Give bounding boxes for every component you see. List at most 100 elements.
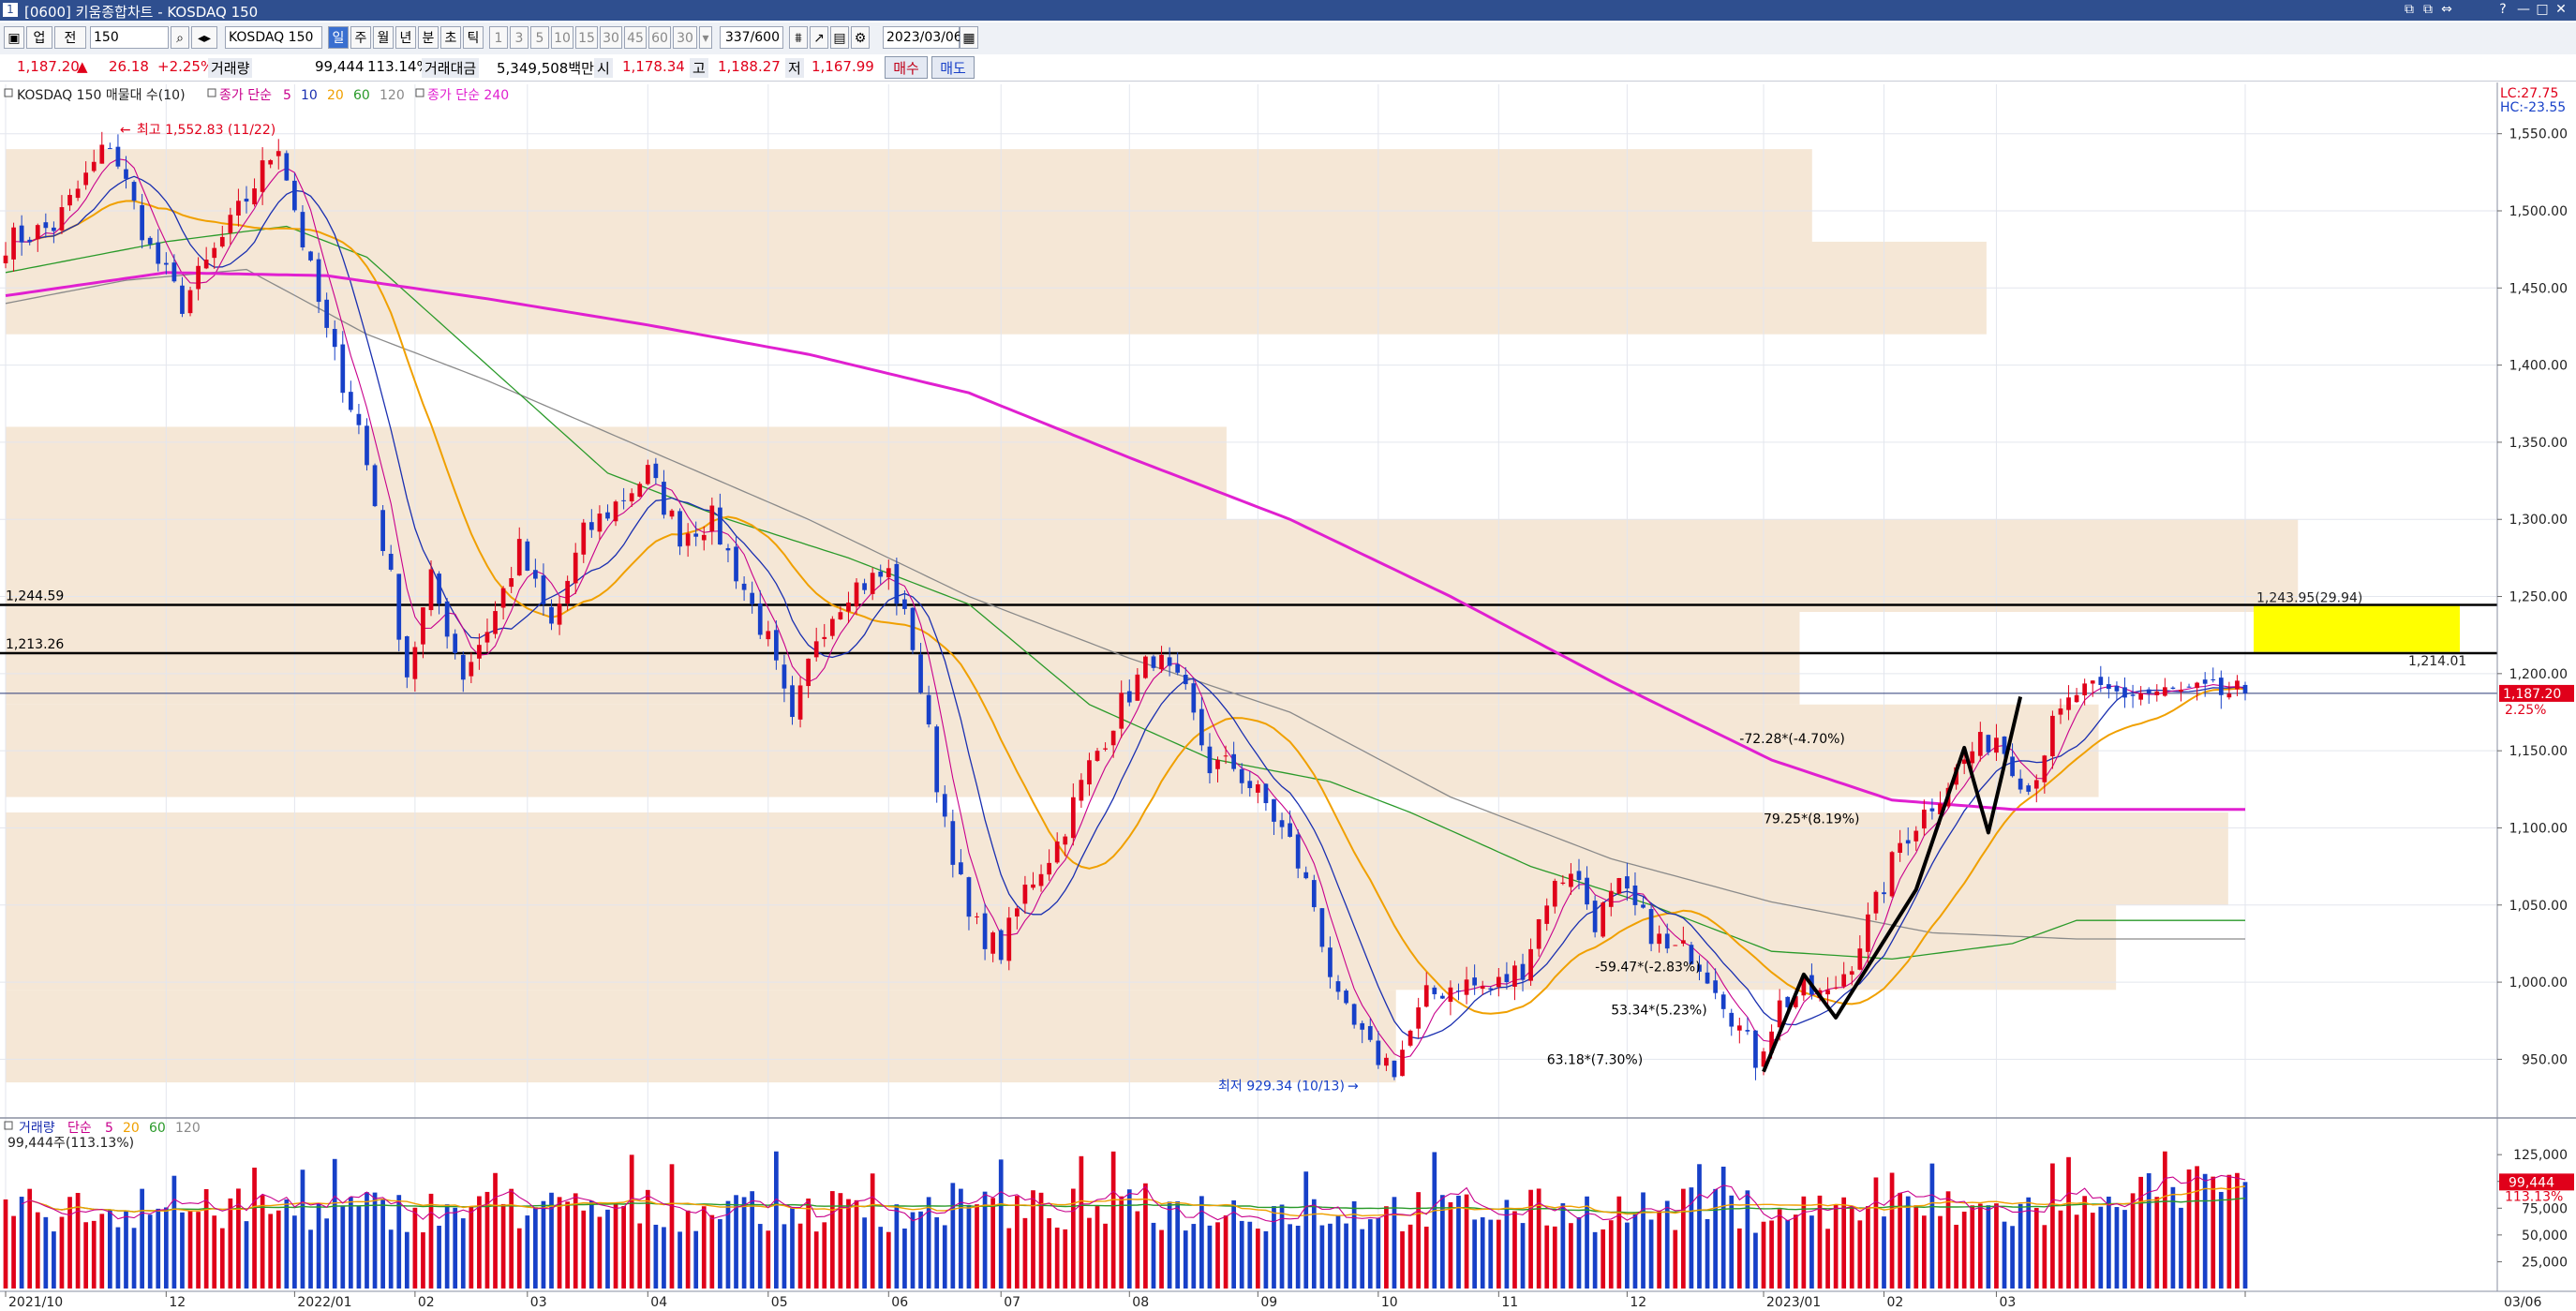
volume-bar — [1713, 1188, 1718, 1289]
candle-body — [975, 916, 979, 917]
interval-1[interactable]: 1 — [489, 26, 508, 49]
candle-body — [533, 570, 538, 579]
buy-button[interactable]: 매수 — [885, 56, 928, 79]
volume-bar — [2170, 1186, 2176, 1289]
interval-custom[interactable]: 30 — [673, 26, 697, 49]
candle-body — [886, 568, 891, 578]
candle-body — [1801, 976, 1807, 996]
volume-bar — [477, 1196, 482, 1289]
volume-pane: 25,00050,00075,000100,000125,00099,44411… — [3, 1148, 2574, 1289]
candle-body — [629, 493, 634, 502]
volume-bar — [2066, 1156, 2071, 1289]
price-tick-label: 1,350.00 — [2509, 436, 2568, 451]
legend-symbol: KOSDAQ 150 매물대 수(10) — [17, 88, 186, 103]
candle-body — [1006, 917, 1012, 961]
candle-body — [1175, 663, 1181, 673]
volume-bar — [2098, 1206, 2104, 1289]
candle-body — [421, 607, 425, 645]
interval-5[interactable]: 5 — [530, 26, 549, 49]
interval-30[interactable]: 30 — [600, 26, 622, 49]
volume-bar — [1504, 1199, 1510, 1289]
volume-bar — [108, 1210, 112, 1289]
sell-button[interactable]: 매도 — [931, 56, 975, 79]
price-tick-label: 1,100.00 — [2509, 821, 2568, 836]
candle-body — [1054, 842, 1060, 863]
chart-type-icon[interactable]: ⩩ — [789, 26, 808, 49]
volume-bar — [1496, 1219, 1501, 1289]
interval-3[interactable]: 3 — [510, 26, 529, 49]
chart-area[interactable]: 1,243.95(29.94)1,214.011,244.591,213.26 … — [0, 82, 2576, 1311]
volume-bar — [597, 1216, 603, 1289]
interval-60[interactable]: 60 — [648, 26, 671, 49]
interval-10[interactable]: 10 — [551, 26, 573, 49]
price-tick-label: 1,250.00 — [2509, 590, 2568, 605]
volume-bar — [709, 1214, 715, 1289]
calendar-icon[interactable]: ▦ — [960, 26, 978, 49]
copy-icon[interactable]: ⧉ — [2423, 2, 2433, 17]
market-type-select[interactable]: 업 — [26, 26, 52, 49]
candle-body — [1977, 732, 1983, 756]
candle-body — [790, 685, 795, 718]
volume-bar — [1585, 1196, 1589, 1289]
swap-icon[interactable]: ⇔ — [2441, 2, 2452, 17]
volume-bar — [2026, 1197, 2032, 1289]
interval-45[interactable]: 45 — [624, 26, 647, 49]
volume-bar — [2195, 1166, 2199, 1289]
volume-bar — [236, 1188, 241, 1289]
period-day-tab[interactable]: 일 — [328, 26, 349, 49]
candle-body — [1488, 988, 1494, 991]
candle-body — [27, 239, 33, 243]
volume-legend-period: 5 — [105, 1121, 113, 1136]
candle-body — [1295, 834, 1301, 869]
pane-borders — [0, 82, 2576, 1292]
candle-body — [2058, 708, 2063, 715]
volume-bar — [421, 1232, 425, 1289]
period-year-tab[interactable]: 년 — [395, 26, 416, 49]
period-minute-tab[interactable]: 분 — [418, 26, 439, 49]
search-icon[interactable]: ⌕ — [171, 26, 189, 49]
volume-bar — [1608, 1220, 1614, 1289]
volume-bar — [774, 1151, 779, 1289]
volume-bar — [396, 1195, 402, 1289]
prev-next-icon[interactable]: ◂▸ — [191, 26, 217, 49]
period-tick-tab[interactable]: 틱 — [463, 26, 484, 49]
link-icon[interactable]: ⧉ — [2405, 2, 2414, 17]
candle-body — [829, 618, 835, 636]
date-input[interactable]: 2023/03/06 — [883, 26, 962, 49]
candle-body — [75, 188, 81, 199]
candle-body — [477, 645, 482, 659]
drawing-tool-icon[interactable]: ↗ — [810, 26, 828, 49]
period-second-tab[interactable]: 초 — [440, 26, 461, 49]
volume-bar — [2033, 1208, 2039, 1289]
volume-bar — [854, 1199, 859, 1289]
volume-bar — [910, 1212, 916, 1289]
save-icon[interactable]: ▤ — [830, 26, 849, 49]
high-label: 고 — [690, 58, 708, 78]
volume-bar — [1825, 1229, 1830, 1289]
layout-icon[interactable]: ▣ — [4, 26, 24, 49]
settings-icon[interactable]: ⚙ — [851, 26, 870, 49]
all-select[interactable]: 전 — [54, 26, 86, 49]
volume-bar — [1857, 1220, 1863, 1289]
date-tick-label: 03 — [530, 1295, 547, 1310]
interval-dropdown-icon[interactable]: ▾ — [699, 26, 712, 49]
volume-bar — [2179, 1207, 2183, 1289]
code-input[interactable]: 150 — [90, 26, 169, 49]
candle-body — [260, 160, 265, 192]
count-input[interactable]: 337/600 — [720, 26, 783, 49]
help-icon[interactable]: ? — [2499, 2, 2507, 17]
interval-15[interactable]: 15 — [575, 26, 598, 49]
period-week-tab[interactable]: 주 — [350, 26, 371, 49]
volume-bar — [685, 1210, 691, 1289]
volume-bar — [1070, 1188, 1076, 1289]
candle-body — [83, 172, 89, 186]
minimize-icon[interactable]: — — [2517, 2, 2530, 17]
volume-bar — [428, 1193, 434, 1289]
volume-profile-band — [6, 612, 1800, 705]
all-time-low-arrow: → — [1348, 1079, 1359, 1094]
close-icon[interactable]: ✕ — [2555, 2, 2567, 17]
maximize-icon[interactable]: □ — [2536, 2, 2549, 17]
period-month-tab[interactable]: 월 — [373, 26, 394, 49]
date-tick-label: 03 — [1999, 1295, 2016, 1310]
date-tick-label: 08 — [1132, 1295, 1149, 1310]
